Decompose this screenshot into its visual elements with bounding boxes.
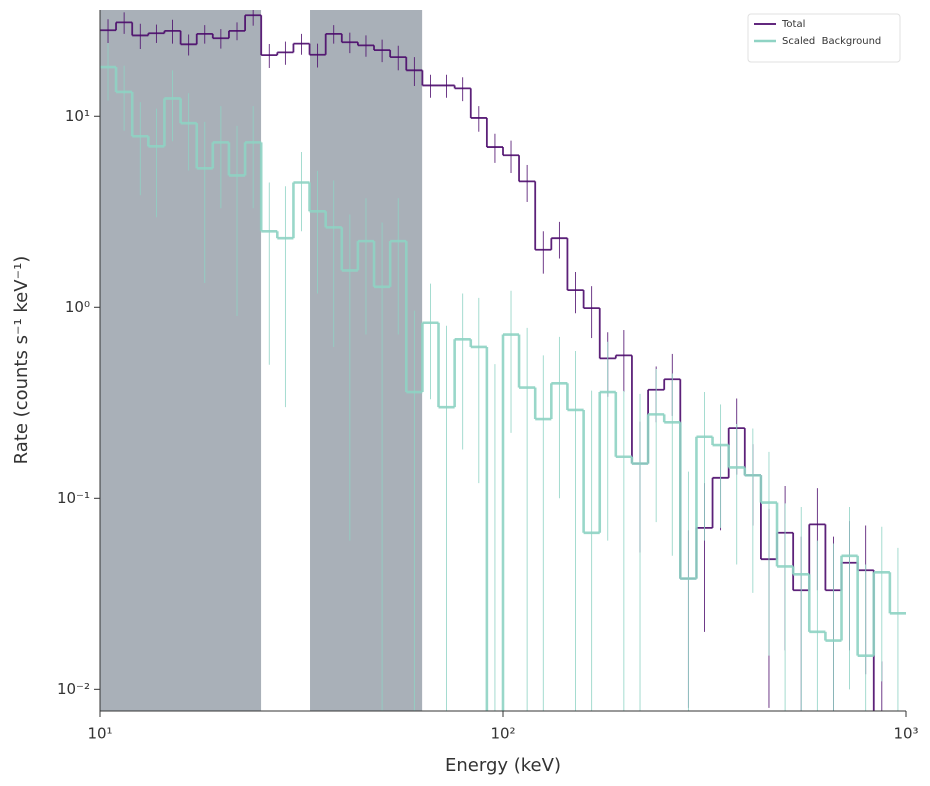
x-tick-label: 10¹: [87, 725, 112, 743]
shaded-region: [100, 10, 262, 711]
axes: 10⁻² 10⁻¹ 10⁰ 10¹ 10¹ 10² 10³: [57, 10, 919, 743]
y-tick-label: 10⁻²: [57, 680, 90, 698]
y-tick-label: 10⁻¹: [57, 489, 90, 507]
legend-box: [747, 13, 901, 63]
y-axis-label: Rate (counts s⁻¹ keV⁻¹): [11, 256, 32, 465]
legend: Total Scaled Background: [747, 13, 901, 63]
y-tick-label: 10⁰: [65, 298, 90, 316]
y-tick-label: 10¹: [65, 107, 90, 125]
x-tick-label: 10³: [893, 725, 918, 743]
shaded-region: [310, 10, 423, 711]
legend-label: Total: [781, 19, 805, 30]
x-axis-label: Energy (keV): [445, 755, 561, 776]
x-tick-label: 10²: [490, 725, 515, 743]
plot-area: [100, 10, 906, 711]
legend-label: Scaled Background: [782, 36, 881, 47]
